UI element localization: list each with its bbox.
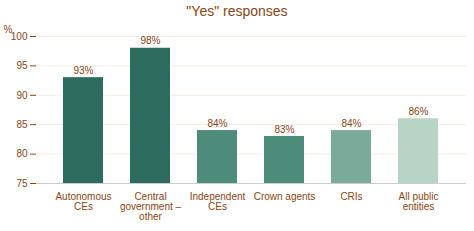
svg-text:93%: 93%	[73, 65, 93, 76]
svg-text:75: 75	[16, 178, 28, 189]
svg-text:98%: 98%	[140, 35, 160, 46]
svg-text:84%: 84%	[207, 118, 227, 129]
svg-text:%: %	[4, 24, 13, 35]
svg-text:All publicentities: All publicentities	[398, 191, 438, 212]
svg-text:100: 100	[11, 31, 28, 42]
svg-text:Centralgovernment –other: Centralgovernment –other	[120, 191, 182, 222]
svg-text:95: 95	[16, 60, 28, 71]
svg-text:86%: 86%	[408, 106, 428, 117]
html-text:"Yes" responses: "Yes" responses	[186, 3, 288, 19]
svg-text:Crown agents: Crown agents	[254, 191, 316, 202]
svg-text:90: 90	[16, 90, 28, 101]
svg-text:85: 85	[16, 119, 28, 130]
svg-text:IndependentCEs: IndependentCEs	[190, 191, 246, 212]
svg-text:AutonomousCEs: AutonomousCEs	[55, 191, 111, 212]
svg-text:80: 80	[16, 148, 28, 159]
svg-text:84%: 84%	[341, 118, 361, 129]
svg-text:83%: 83%	[274, 124, 294, 135]
svg-text:CRIs: CRIs	[340, 191, 362, 202]
